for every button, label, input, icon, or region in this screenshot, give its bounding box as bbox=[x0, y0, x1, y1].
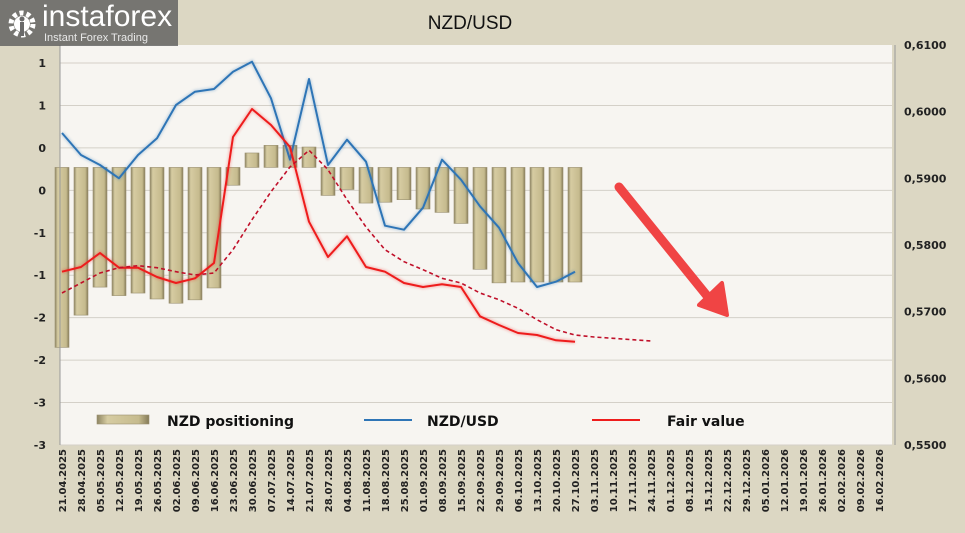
x-tick-label: 22.12.2025 bbox=[723, 449, 734, 512]
x-tick-label: 02.06.2025 bbox=[172, 449, 183, 512]
x-tick-label: 26.05.2025 bbox=[153, 449, 164, 512]
x-tick-label: 15.09.2025 bbox=[457, 449, 468, 512]
right-tick-label: 0,5600 bbox=[904, 372, 947, 385]
x-tick-label: 02.02.2026 bbox=[837, 449, 848, 512]
series-line-nzd-usd bbox=[61, 60, 576, 288]
bar bbox=[339, 167, 355, 190]
x-tick-label: 08.09.2025 bbox=[438, 449, 449, 512]
x-tick-label: 27.10.2025 bbox=[571, 449, 582, 512]
left-tick-label: -3 bbox=[34, 439, 46, 452]
bar bbox=[263, 145, 279, 168]
x-tick-label: 12.05.2025 bbox=[115, 449, 126, 512]
bar bbox=[548, 167, 564, 283]
x-tick-label: 25.08.2025 bbox=[400, 449, 411, 512]
x-tick-label: 01.12.2025 bbox=[666, 449, 677, 512]
x-tick-label: 22.09.2025 bbox=[476, 449, 487, 512]
x-tick-label: 29.09.2025 bbox=[495, 449, 506, 512]
bar bbox=[396, 167, 412, 200]
x-tick-label: 13.10.2025 bbox=[533, 449, 544, 512]
series-line-fair-value bbox=[61, 108, 576, 343]
x-tick-label: 08.12.2025 bbox=[685, 449, 696, 512]
logo-tagline: Instant Forex Trading bbox=[44, 32, 148, 44]
x-tick-label: 29.12.2025 bbox=[742, 449, 753, 512]
x-tick-label: 17.11.2025 bbox=[628, 449, 639, 512]
bar bbox=[377, 167, 393, 203]
legend-label: NZD/USD bbox=[427, 414, 499, 430]
legend-swatch-bar bbox=[96, 414, 150, 425]
bar bbox=[472, 167, 488, 270]
x-tick-label: 28.04.2025 bbox=[77, 449, 88, 512]
legend-label: Fair value bbox=[667, 414, 745, 430]
bar bbox=[244, 152, 260, 168]
bar bbox=[320, 167, 336, 196]
bar bbox=[111, 167, 127, 296]
x-tick-label: 11.08.2025 bbox=[362, 449, 373, 512]
downtrend-arrow bbox=[614, 182, 729, 317]
bar bbox=[168, 167, 184, 304]
bar bbox=[529, 167, 545, 283]
bar bbox=[434, 167, 450, 213]
left-tick-label: -1 bbox=[34, 269, 46, 282]
bar bbox=[187, 167, 203, 301]
left-tick-label: 1 bbox=[38, 57, 46, 70]
x-tick-label: 04.08.2025 bbox=[343, 449, 354, 512]
x-tick-label: 03.11.2025 bbox=[590, 449, 601, 512]
x-tick-label: 28.07.2025 bbox=[324, 449, 335, 512]
bar bbox=[73, 167, 89, 316]
x-tick-label: 12.01.2026 bbox=[780, 449, 791, 512]
x-tick-label: 07.07.2025 bbox=[267, 449, 278, 512]
x-tick-label: 05.01.2026 bbox=[761, 449, 772, 512]
x-tick-label: 18.08.2025 bbox=[381, 449, 392, 512]
x-tick-label: 01.09.2025 bbox=[419, 449, 430, 512]
x-tick-label: 19.01.2026 bbox=[799, 449, 810, 512]
left-tick-label: 0 bbox=[38, 142, 46, 155]
right-tick-label: 0,5800 bbox=[904, 239, 947, 252]
x-tick-label: 20.10.2025 bbox=[552, 449, 563, 512]
left-tick-label: 1 bbox=[38, 99, 46, 112]
x-tick-label: 06.10.2025 bbox=[514, 449, 525, 512]
bar bbox=[92, 167, 108, 288]
x-tick-label: 21.04.2025 bbox=[58, 449, 69, 512]
x-tick-label: 21.07.2025 bbox=[305, 449, 316, 512]
x-tick-label: 05.05.2025 bbox=[96, 449, 107, 512]
right-tick-label: 0,6100 bbox=[904, 39, 947, 52]
left-tick-label: -2 bbox=[34, 354, 46, 367]
x-tick-label: 30.06.2025 bbox=[248, 449, 259, 512]
x-tick-label: 19.05.2025 bbox=[134, 449, 145, 512]
x-tick-label: 14.07.2025 bbox=[286, 449, 297, 512]
bar bbox=[54, 167, 70, 348]
right-tick-label: 0,5900 bbox=[904, 172, 947, 185]
x-tick-label: 16.06.2025 bbox=[210, 449, 221, 512]
x-tick-label: 16.02.2026 bbox=[875, 449, 886, 512]
bar bbox=[567, 167, 583, 283]
instaforex-logo: instaforex Instant Forex Trading bbox=[0, 0, 178, 46]
legend-label: NZD positioning bbox=[167, 414, 294, 430]
left-tick-label: -2 bbox=[34, 312, 46, 325]
right-tick-label: 0,5700 bbox=[904, 306, 947, 319]
series-line-moving-average bbox=[61, 149, 652, 342]
left-tick-label: 0 bbox=[38, 184, 46, 197]
gear-logo-icon bbox=[8, 10, 36, 38]
x-tick-label: 26.01.2026 bbox=[818, 449, 829, 512]
right-tick-label: 0,5500 bbox=[904, 439, 947, 452]
x-tick-label: 09.06.2025 bbox=[191, 449, 202, 512]
bar bbox=[149, 167, 165, 300]
chart-title: NZD/USD bbox=[428, 13, 512, 34]
x-tick-label: 09.02.2026 bbox=[856, 449, 867, 512]
logo-name: instaforex bbox=[42, 0, 173, 33]
x-tick-label: 15.12.2025 bbox=[704, 449, 715, 512]
left-tick-label: -3 bbox=[34, 397, 46, 410]
x-tick-label: 10.11.2025 bbox=[609, 449, 620, 512]
x-tick-label: 24.11.2025 bbox=[647, 449, 658, 512]
left-tick-label: -1 bbox=[34, 227, 46, 240]
x-tick-label: 23.06.2025 bbox=[229, 449, 240, 512]
bar bbox=[301, 146, 317, 168]
bar bbox=[130, 167, 146, 294]
right-tick-label: 0,6000 bbox=[904, 106, 947, 119]
